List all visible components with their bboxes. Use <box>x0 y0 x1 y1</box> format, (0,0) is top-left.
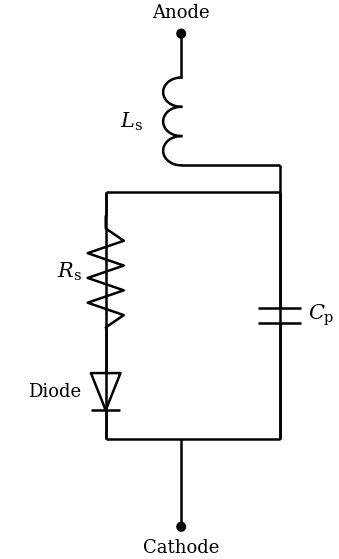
Text: $L_{\rm s}$: $L_{\rm s}$ <box>120 110 143 132</box>
Text: Diode: Diode <box>28 383 81 401</box>
Text: Anode: Anode <box>153 4 210 22</box>
Text: $C_{\rm p}$: $C_{\rm p}$ <box>307 303 334 328</box>
Circle shape <box>177 522 185 531</box>
Text: Cathode: Cathode <box>143 538 219 557</box>
Text: $R_{\rm s}$: $R_{\rm s}$ <box>57 260 82 283</box>
Circle shape <box>177 29 185 38</box>
